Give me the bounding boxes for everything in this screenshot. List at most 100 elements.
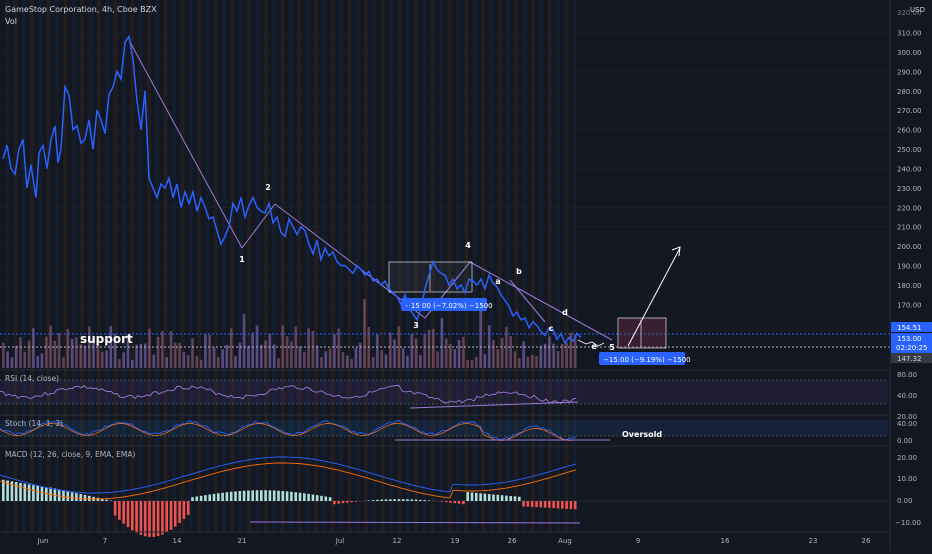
macd-hist-bar	[19, 483, 22, 501]
wave-label: a	[495, 277, 500, 286]
volume-bar	[79, 344, 82, 368]
macd-tick-neg10: −10.00	[895, 519, 921, 527]
session-column	[564, 0, 568, 532]
time-tick: 9	[636, 537, 640, 545]
macd-label[interactable]: MACD (12, 26, close, 9, EMA, EMA)	[5, 450, 135, 459]
volume-bar	[385, 354, 388, 368]
volume-bar	[329, 348, 332, 368]
volume-bar	[350, 359, 353, 368]
badge-lower: 147.32	[897, 355, 922, 363]
macd-hist-bar	[454, 501, 457, 503]
macd-hist-bar	[333, 501, 336, 504]
session-column	[205, 0, 209, 532]
macd-hist-bar	[565, 501, 568, 509]
volume-bar	[101, 352, 104, 368]
time-tick: 12	[393, 537, 402, 545]
macd-hist-bar	[161, 501, 164, 535]
volume-bar	[19, 337, 22, 368]
macd-hist-bar	[380, 500, 383, 501]
price-tick: 210.00	[897, 224, 922, 232]
macd-hist-bar	[196, 497, 199, 501]
chart-title[interactable]: GameStop Corporation, 4h, Cboe BZX	[5, 5, 157, 14]
macd-hist-bar	[204, 495, 207, 501]
rsi-label[interactable]: RSI (14, close)	[5, 374, 59, 383]
session-column	[573, 0, 577, 532]
macd-hist-bar	[131, 501, 134, 530]
macd-hist-bar	[350, 501, 353, 502]
macd-hist-bar	[368, 500, 371, 501]
volume-bar	[303, 352, 306, 368]
macd-hist-bar	[484, 494, 487, 501]
measure-box-2[interactable]	[618, 318, 666, 348]
time-tick: 14	[173, 537, 182, 545]
volume-bar	[247, 345, 250, 368]
price-tick: 240.00	[897, 165, 922, 173]
macd-hist-bar	[247, 490, 250, 501]
session-column	[256, 0, 260, 532]
volume-bar	[165, 357, 168, 368]
volume-bar	[389, 332, 392, 368]
macd-hist-bar	[36, 486, 39, 501]
volume-bar	[346, 356, 349, 368]
macd-hist-bar	[28, 484, 31, 501]
macd-hist-bar	[337, 501, 340, 504]
macd-hist-bar	[445, 501, 448, 502]
macd-hist-bar	[41, 487, 44, 501]
price-tick: 290.00	[897, 68, 922, 76]
volume-bar	[544, 344, 547, 368]
session-column	[189, 0, 193, 532]
session-column	[347, 0, 351, 532]
price-tick: 230.00	[897, 185, 922, 193]
volume-bar	[226, 345, 229, 368]
time-tick: 26	[508, 537, 517, 545]
macd-hist-bar	[45, 488, 48, 502]
session-column	[548, 0, 552, 532]
volume-bar	[380, 350, 383, 368]
session-column	[556, 0, 560, 532]
volume-bar	[514, 351, 517, 368]
measure-label-2: −15.00 (−9.19%) −1500	[603, 356, 691, 364]
macd-hist-bar	[570, 501, 573, 509]
volume-bar	[393, 340, 396, 368]
volume-bar	[260, 345, 263, 368]
time-tick: Jun	[37, 537, 49, 545]
volume-bar	[131, 360, 134, 368]
macd-hist-bar	[479, 493, 482, 501]
measure-box-1[interactable]	[389, 262, 472, 292]
macd-hist-bar	[15, 482, 18, 501]
macd-hist-bar	[462, 501, 465, 504]
macd-hist-bar	[282, 491, 285, 501]
stoch-label[interactable]: Stoch (14, 1, 3)	[5, 419, 63, 428]
macd-hist-bar	[385, 499, 388, 501]
volume-bar	[153, 355, 156, 368]
session-column	[164, 0, 168, 532]
volume-bar	[67, 329, 70, 368]
volume-bar	[411, 334, 414, 368]
volume-label[interactable]: Vol	[5, 17, 17, 26]
price-axis[interactable]: 310.00300.00290.00280.00270.00260.00250.…	[897, 30, 922, 310]
macd-hist-bar	[488, 494, 491, 501]
volume-bar	[41, 353, 44, 368]
volume-bar	[243, 314, 246, 368]
macd-hist-bar	[174, 501, 177, 527]
session-column	[247, 0, 251, 532]
session-column	[531, 0, 535, 532]
macd-hist-bar	[492, 494, 495, 501]
macd-hist-bar	[423, 500, 426, 501]
volume-bar	[445, 339, 448, 368]
macd-hist-bar	[299, 493, 302, 501]
macd-hist-bar	[269, 490, 272, 501]
macd-hist-bar	[540, 501, 543, 507]
volume-bar	[45, 336, 48, 368]
price-tick: 310.00	[897, 30, 922, 38]
macd-hist-bar	[243, 491, 246, 501]
volume-bar	[187, 355, 190, 368]
volume-bar	[376, 335, 379, 368]
session-column	[139, 0, 143, 532]
session-column	[180, 0, 184, 532]
macd-hist-bar	[329, 497, 332, 501]
macd-hist-bar	[561, 501, 564, 509]
